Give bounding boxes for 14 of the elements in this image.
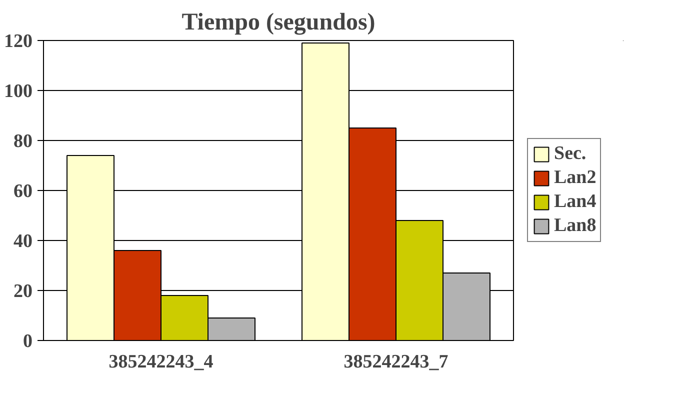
legend-label: Sec.: [554, 143, 586, 165]
legend-label: Lan2: [554, 167, 596, 189]
y-tick-label: 100: [4, 81, 32, 102]
y-tick-label: 0: [23, 331, 32, 352]
y-tick-label: 120: [4, 31, 32, 52]
x-tick-label: 385242243_4: [108, 352, 214, 372]
x-tick-label: 385242243_7: [344, 352, 449, 372]
y-tick-label: 80: [14, 131, 32, 152]
chart-title: Tiempo (segundos): [182, 10, 376, 36]
legend-label: Lan4: [554, 191, 596, 213]
legend-label: Lan8: [554, 215, 596, 237]
y-tick-label: 40: [14, 231, 32, 252]
y-tick-label: 20: [14, 281, 32, 302]
y-tick-label: 60: [14, 181, 32, 202]
